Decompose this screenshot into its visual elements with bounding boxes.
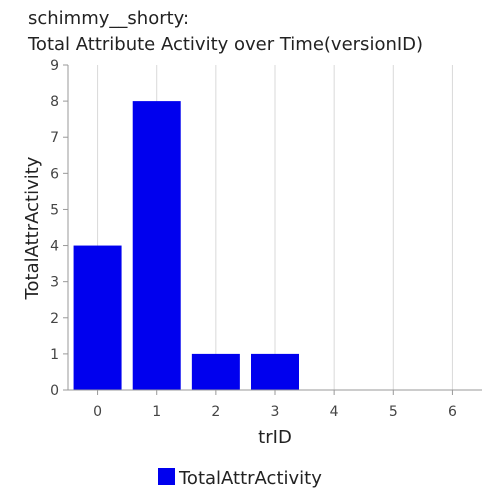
axes [63, 64, 482, 395]
y-tick-label: 6 [50, 166, 59, 182]
y-tick-label: 4 [50, 239, 59, 255]
x-tick-label: 1 [152, 404, 161, 420]
y-tick-label: 2 [50, 311, 59, 327]
chart-title-line2: Total Attribute Activity over Time(versi… [27, 34, 423, 55]
bars [73, 101, 299, 390]
y-tick-labels: 0 1 2 3 4 5 6 7 8 9 [50, 58, 59, 399]
y-tick-label: 1 [50, 347, 59, 363]
y-tick-label: 7 [50, 130, 59, 146]
x-tick-label: 0 [93, 404, 102, 420]
legend-swatch [158, 468, 175, 485]
x-tick-labels: 0 1 2 3 4 5 6 [93, 404, 457, 420]
x-tick-label: 3 [271, 404, 280, 420]
bar [251, 353, 299, 390]
y-axis-label: TotalAttrActivity [22, 156, 43, 300]
x-tick-label: 5 [389, 404, 398, 420]
bar [132, 101, 181, 390]
x-axis-label: trID [258, 427, 292, 448]
chart-title-line1: schimmy__shorty: [28, 8, 189, 29]
bar [191, 353, 240, 390]
x-tick-label: 6 [448, 404, 457, 420]
x-tick-label: 4 [330, 404, 339, 420]
y-tick-label: 8 [50, 94, 59, 110]
x-tick-label: 2 [211, 404, 220, 420]
y-tick-label: 3 [50, 275, 59, 291]
bar [73, 245, 122, 390]
y-tick-label: 0 [50, 383, 59, 399]
y-tick-label: 5 [50, 202, 59, 218]
y-tick-label: 9 [50, 58, 59, 74]
legend: TotalAttrActivity [158, 468, 322, 489]
legend-label: TotalAttrActivity [178, 468, 322, 489]
